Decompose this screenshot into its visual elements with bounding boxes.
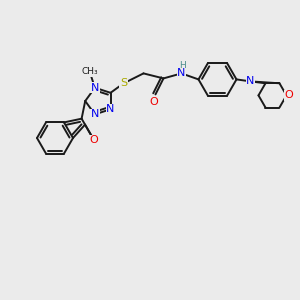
Text: N: N	[177, 68, 186, 78]
Text: O: O	[90, 135, 98, 145]
Text: N: N	[246, 76, 255, 86]
Text: O: O	[149, 98, 158, 107]
Text: N: N	[91, 83, 99, 93]
Text: CH₃: CH₃	[81, 67, 98, 76]
Text: N: N	[91, 109, 99, 119]
Text: S: S	[120, 78, 127, 88]
Text: H: H	[179, 61, 186, 70]
Text: O: O	[284, 90, 293, 100]
Text: N: N	[106, 104, 115, 114]
